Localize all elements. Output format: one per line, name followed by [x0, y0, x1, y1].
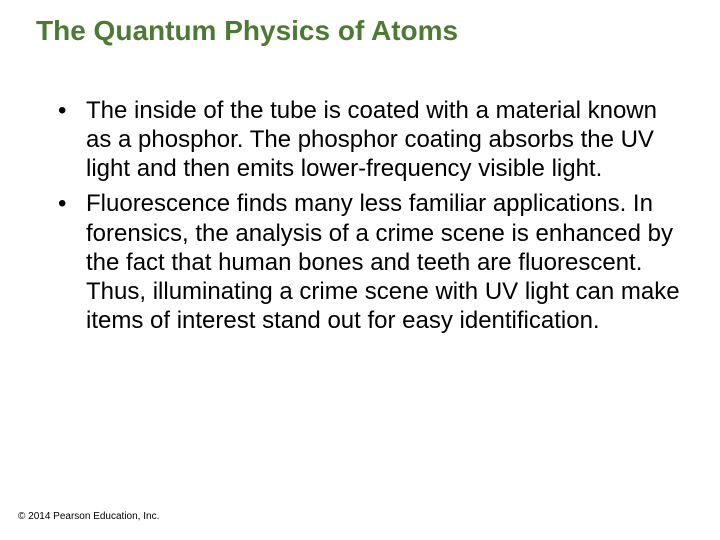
bullet-item: Fluorescence finds many less familiar ap… — [58, 189, 684, 335]
bullet-item: The inside of the tube is coated with a … — [58, 96, 684, 184]
slide: The Quantum Physics of Atoms The inside … — [0, 0, 720, 540]
bullet-list: The inside of the tube is coated with a … — [58, 96, 684, 336]
copyright-footer: © 2014 Pearson Education, Inc. — [18, 511, 159, 522]
slide-body: The inside of the tube is coated with a … — [58, 96, 684, 336]
slide-title: The Quantum Physics of Atoms — [36, 14, 684, 48]
